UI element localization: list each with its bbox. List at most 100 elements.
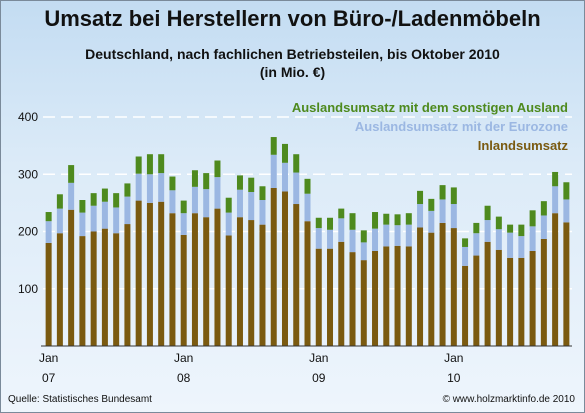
bar-segment-s2-40 <box>495 216 502 230</box>
bar-segment-s1-39 <box>484 220 491 242</box>
bar-segment-s1-42 <box>518 236 525 258</box>
bar-segment-s1-13 <box>191 186 198 214</box>
legend-entry: Auslandsumsatz mit dem sonstigen Ausland <box>292 100 568 115</box>
y-tick-label: 400 <box>18 110 38 124</box>
bar-segment-s1-7 <box>124 196 131 225</box>
bar-segment-s2-24 <box>315 217 322 229</box>
bar-segment-s2-8 <box>135 156 142 174</box>
bar-segment-s1-6 <box>113 207 120 234</box>
bar-segment-s2-6 <box>113 193 120 208</box>
bar-segment-s2-25 <box>327 217 334 230</box>
x-tick-year: 09 <box>312 371 326 385</box>
bar-segment-s0-20 <box>270 187 277 346</box>
bar-segment-s1-2 <box>68 182 75 210</box>
bar-segment-s1-34 <box>428 210 435 233</box>
bar-segment-s1-14 <box>203 189 210 218</box>
bar-segment-s1-32 <box>405 224 412 247</box>
bar-segment-s0-15 <box>214 208 221 346</box>
bar-segment-s2-30 <box>383 213 390 225</box>
bar-segment-s0-11 <box>169 213 176 346</box>
bar-segment-s1-33 <box>417 204 424 228</box>
bar-segment-s2-32 <box>405 213 412 225</box>
bar-segment-s2-2 <box>68 165 75 183</box>
y-tick-label: 300 <box>18 167 38 181</box>
bar-segment-s2-21 <box>281 143 288 163</box>
bar-segment-s0-31 <box>394 245 401 346</box>
bar-segment-s0-26 <box>338 241 345 346</box>
bar-segment-s1-0 <box>45 221 52 243</box>
bar-segment-s2-46 <box>563 182 570 200</box>
bar-segment-s1-44 <box>540 215 547 239</box>
bar-segment-s0-38 <box>473 255 480 346</box>
bar-segment-s1-35 <box>439 199 446 223</box>
bar-segment-s0-35 <box>439 222 446 346</box>
bar-segment-s2-1 <box>56 194 63 209</box>
bar-segment-s2-38 <box>473 222 480 234</box>
bar-segment-s0-1 <box>56 233 63 346</box>
bar-segment-s1-26 <box>338 218 345 242</box>
bar-segment-s1-25 <box>327 229 334 249</box>
bar-segment-s2-17 <box>236 175 243 190</box>
x-tick-month: Jan <box>39 351 58 365</box>
bar-segment-s1-20 <box>270 154 277 188</box>
bar-segment-s1-36 <box>450 204 457 229</box>
bar-segment-s1-12 <box>180 213 187 235</box>
bar-segment-s1-15 <box>214 177 221 209</box>
bar-segment-s2-41 <box>507 224 514 233</box>
bar-segment-s2-7 <box>124 183 131 197</box>
bar-segment-s2-27 <box>349 213 356 230</box>
bar-segment-s2-15 <box>214 160 221 178</box>
x-tick-year: 10 <box>447 371 461 385</box>
bar-segment-s2-39 <box>484 205 491 221</box>
bar-segment-s2-19 <box>259 186 266 201</box>
x-tick-month: Jan <box>174 351 193 365</box>
bar-segment-s1-28 <box>360 242 367 261</box>
bar-segment-s1-24 <box>315 228 322 249</box>
bar-segment-s1-29 <box>372 228 379 251</box>
bar-segment-s2-11 <box>169 176 176 191</box>
bar-segment-s0-7 <box>124 224 131 346</box>
bar-segment-s1-30 <box>383 224 390 247</box>
x-tick-month: Jan <box>444 351 463 365</box>
bar-segment-s1-21 <box>281 162 288 192</box>
bar-segment-s0-16 <box>225 235 232 346</box>
bar-segment-s2-22 <box>293 154 300 173</box>
bar-segment-s2-42 <box>518 224 525 237</box>
bar-segment-s0-34 <box>428 232 435 346</box>
bar-segment-s2-4 <box>90 193 97 206</box>
bar-segment-s0-27 <box>349 252 356 346</box>
chart-title: Umsatz bei Herstellern von Büro-/Ladenmö… <box>44 6 541 31</box>
bar-segment-s0-12 <box>180 234 187 346</box>
bar-segment-s1-17 <box>236 189 243 218</box>
bar-segment-s1-5 <box>101 201 108 229</box>
bar-segment-s0-21 <box>281 191 288 346</box>
bar-segment-s1-11 <box>169 190 176 214</box>
bar-segment-s2-33 <box>417 190 424 205</box>
bar-segment-s1-19 <box>259 200 266 225</box>
bar-segment-s2-36 <box>450 187 457 205</box>
bar-segment-s0-6 <box>113 233 120 346</box>
bar-segment-s0-18 <box>248 220 255 346</box>
bar-segment-s2-9 <box>146 154 153 175</box>
bar-segment-s1-45 <box>552 186 559 214</box>
bar-segment-s1-16 <box>225 212 232 236</box>
bar-segment-s0-42 <box>518 257 525 346</box>
bar-segment-s1-10 <box>158 173 165 202</box>
bar-segment-s1-4 <box>90 205 97 232</box>
bar-segment-s0-30 <box>383 246 390 346</box>
bar-segment-s0-28 <box>360 260 367 347</box>
bar-segment-s0-43 <box>529 250 536 346</box>
bar-segment-s2-37 <box>462 238 469 247</box>
bar-segment-s0-29 <box>372 250 379 346</box>
bar-segment-s0-8 <box>135 200 142 346</box>
bar-segment-s1-23 <box>304 193 311 222</box>
bar-segment-s1-1 <box>56 208 63 234</box>
bar-segment-s0-25 <box>327 248 334 346</box>
bar-segment-s2-23 <box>304 178 311 194</box>
bar-segment-s2-5 <box>101 188 108 202</box>
bar-segment-s0-13 <box>191 213 198 346</box>
bar-segment-s2-3 <box>79 200 86 213</box>
bar-segment-s0-17 <box>236 217 243 346</box>
bar-segment-s1-3 <box>79 212 86 237</box>
